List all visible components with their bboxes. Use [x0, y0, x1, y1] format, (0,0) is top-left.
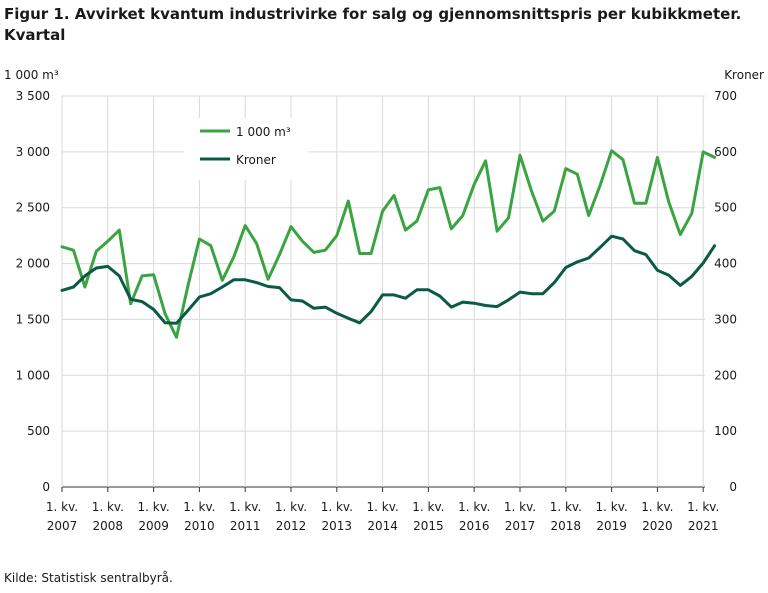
x-tick-label-year: 2020 — [642, 519, 673, 533]
y-tick-label-right: 600 — [714, 145, 737, 159]
x-tick-label-year: 2008 — [93, 519, 124, 533]
x-tick-label: 1. kv. — [137, 500, 169, 514]
y-tick-label-right: 0 — [729, 480, 737, 494]
y-tick-label-right: 300 — [714, 312, 737, 326]
y-axis-right: Kroner 0 100 200 300 400 500 600 700 — [714, 68, 764, 494]
x-tick-label-year: 2007 — [47, 519, 78, 533]
x-tick-label-year: 2010 — [184, 519, 215, 533]
y-tick-label-left: 1 500 — [16, 312, 50, 326]
x-tick-label-year: 2011 — [230, 519, 261, 533]
x-tick-label-year: 2014 — [367, 519, 398, 533]
x-axis: 1. kv. 2007 1. kv. 2008 1. kv. 2009 1. kv. 2010… — [46, 487, 719, 533]
x-tick-label: 1. kv. — [366, 500, 398, 514]
y-tick-label-left: 2 500 — [16, 201, 50, 215]
y-tick-label-left: 1 000 — [16, 368, 50, 382]
y-tick-label-right: 400 — [714, 257, 737, 271]
chart-title: Figur 1. Avvirket kvantum industrivirke … — [4, 5, 742, 44]
series-lines — [60, 149, 717, 339]
y-tick-label-right: 200 — [714, 368, 737, 382]
y-tick-label-right: 700 — [714, 89, 737, 103]
x-tick-label: 1. kv. — [504, 500, 536, 514]
x-tick-label-year: 2009 — [138, 519, 169, 533]
legend-label-1: 1 000 m³ — [236, 125, 291, 139]
y-tick-label-left: 500 — [27, 424, 50, 438]
x-tick-label: 1. kv. — [275, 500, 307, 514]
y-tick-label-left: 3 500 — [16, 89, 50, 103]
x-tick-label-year: 2015 — [413, 519, 444, 533]
x-tick-label-year: 2017 — [505, 519, 536, 533]
x-tick-label: 1. kv. — [641, 500, 673, 514]
x-tick-label-year: 2012 — [276, 519, 307, 533]
series-line-2 — [60, 234, 717, 325]
y-axis-left: 1 000 m³ 0 500 1 000 1 500 2 000 2 500 3 000 3 5… — [4, 68, 59, 494]
x-tick-label: 1. kv. — [595, 500, 627, 514]
y-tick-label-left: 3 000 — [16, 145, 50, 159]
x-tick-label-year: 2021 — [688, 519, 719, 533]
x-tick-label-year: 2018 — [551, 519, 582, 533]
x-tick-label: 1. kv. — [229, 500, 261, 514]
chart: 1 000 m³ 0 500 1 000 1 500 2 000 2 500 3 000 3 5… — [4, 68, 764, 533]
x-tick-label: 1. kv. — [412, 500, 444, 514]
y-axis-left-title: 1 000 m³ — [4, 68, 59, 82]
y-tick-label-left: 2 000 — [16, 257, 50, 271]
legend-box — [184, 118, 308, 180]
legend: 1 000 m³ Kroner — [184, 118, 308, 180]
x-tick-label: 1. kv. — [321, 500, 353, 514]
x-tick-label-year: 2013 — [322, 519, 353, 533]
y-tick-label-left: 0 — [42, 480, 50, 494]
y-tick-label-right: 500 — [714, 201, 737, 215]
series-line-1 — [60, 149, 717, 339]
x-tick-label: 1. kv. — [550, 500, 582, 514]
source-note: Kilde: Statistisk sentralbyrå. — [4, 571, 173, 585]
x-tick-label: 1. kv. — [46, 500, 78, 514]
x-tick-label: 1. kv. — [183, 500, 215, 514]
x-tick-label: 1. kv. — [458, 500, 490, 514]
x-tick-label: 1. kv. — [687, 500, 719, 514]
x-tick-label-year: 2019 — [596, 519, 627, 533]
legend-label-2: Kroner — [236, 153, 276, 167]
y-axis-right-title: Kroner — [724, 68, 764, 82]
y-tick-label-right: 100 — [714, 424, 737, 438]
x-tick-label-year: 2016 — [459, 519, 490, 533]
x-tick-label: 1. kv. — [92, 500, 124, 514]
